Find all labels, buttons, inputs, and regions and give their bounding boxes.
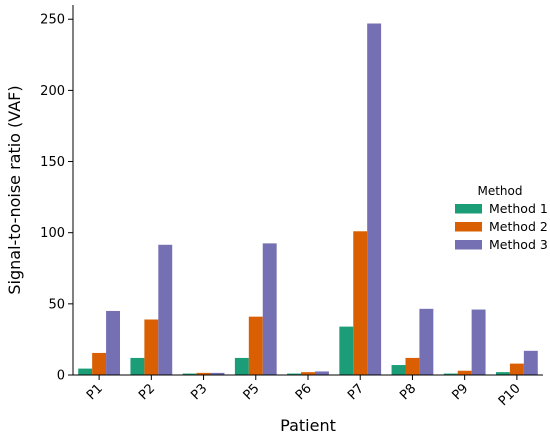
- bar-p7-series-2: [353, 231, 368, 375]
- x-axis-title: Patient: [280, 416, 336, 435]
- y-axis-title: Signal-to-noise ratio (VAF): [5, 85, 24, 294]
- bar-p10-series-2: [509, 363, 524, 375]
- x-tick-label: P5: [241, 381, 263, 403]
- y-ticks: 0 50 100 150 200 250: [40, 13, 73, 384]
- bar-p6-series-3: [314, 371, 329, 375]
- y-tick-label: 50: [48, 297, 65, 312]
- x-tick-label: P8: [397, 381, 419, 403]
- legend-label-series-1: Method 1: [489, 201, 548, 216]
- legend-swatch-series-1: [455, 204, 482, 214]
- x-tick-label: P9: [449, 381, 471, 403]
- bar-p1-series-1: [78, 368, 93, 375]
- x-tick-label: P10: [496, 381, 524, 409]
- bar-p7-series-1: [339, 326, 354, 375]
- x-tick-label: P1: [84, 381, 106, 403]
- x-tick-label: P3: [188, 381, 210, 403]
- bar-p5-series-2: [248, 316, 263, 375]
- bar-p10-series-3: [523, 350, 538, 375]
- bar-p9-series-1: [443, 373, 458, 375]
- y-tick-label: 250: [40, 13, 65, 28]
- y-tick-label: 150: [40, 155, 65, 170]
- bar-p2-series-3: [158, 244, 173, 375]
- x-tick-label: P6: [293, 381, 315, 403]
- bar-p3-series-2: [196, 372, 211, 375]
- bar-p2-series-2: [144, 319, 159, 375]
- bar-p8-series-3: [419, 308, 434, 375]
- bar-p8-series-1: [391, 365, 406, 375]
- bar-p7-series-3: [367, 23, 382, 375]
- legend: Method Method 1 Method 2 Method 3: [455, 184, 548, 252]
- bar-p8-series-2: [405, 357, 420, 375]
- legend-label-series-3: Method 3: [489, 237, 548, 252]
- x-tick-label: P7: [345, 381, 367, 403]
- bar-p1-series-3: [106, 310, 120, 375]
- bar-p3-series-3: [210, 372, 225, 375]
- y-tick-label: 100: [40, 226, 65, 241]
- bar-p9-series-3: [471, 309, 486, 375]
- legend-swatch-series-2: [455, 222, 482, 232]
- bar-p5-series-3: [262, 243, 277, 375]
- bar-p10-series-1: [496, 372, 510, 375]
- y-tick-label: 200: [40, 84, 65, 99]
- bars-group: [78, 23, 538, 375]
- bar-p2-series-1: [130, 357, 145, 375]
- y-tick-label: 0: [57, 369, 65, 384]
- bar-p3-series-1: [182, 373, 197, 375]
- bar-p1-series-2: [92, 352, 107, 375]
- legend-title: Method: [477, 184, 522, 198]
- bar-p5-series-1: [234, 357, 249, 375]
- x-tick-label: P2: [136, 381, 158, 403]
- legend-label-series-2: Method 2: [489, 219, 548, 234]
- x-ticks: P1 P2 P3 P5 P6 P7 P8 P9 P10: [84, 375, 524, 409]
- bar-p9-series-2: [457, 370, 472, 375]
- bar-p6-series-2: [301, 372, 315, 375]
- legend-swatch-series-3: [455, 240, 482, 250]
- bar-p6-series-1: [287, 373, 302, 375]
